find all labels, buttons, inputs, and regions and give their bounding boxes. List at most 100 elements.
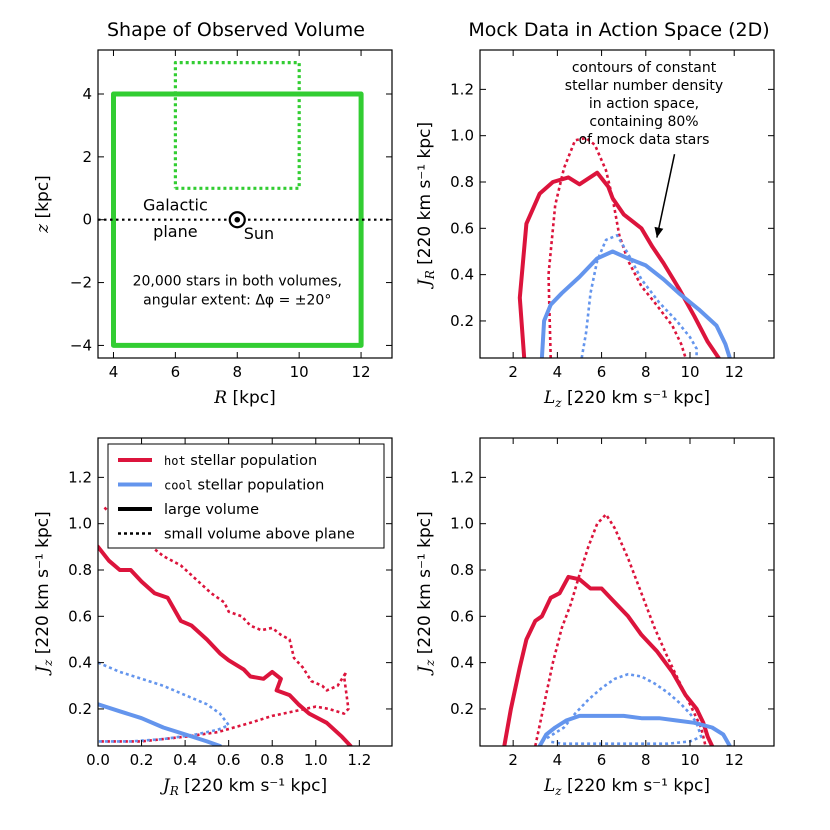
x-tick-label: 1.0 <box>304 751 328 769</box>
series-hot-large <box>98 544 353 746</box>
axes-frame <box>479 437 775 747</box>
axes-frame <box>97 49 393 359</box>
y-tick-label: 0.2 <box>68 700 92 718</box>
x-axis-label: R [kpc] <box>213 388 275 408</box>
series-large-volume <box>111 91 364 348</box>
axes-frame <box>97 437 393 747</box>
y-tick-label: 0.4 <box>68 654 92 672</box>
legend: hot stellar population cool stellar popul… <box>107 443 385 549</box>
plot-area <box>502 513 732 746</box>
y-tick-label: 0.8 <box>68 561 92 579</box>
annotation-text: 20,000 stars in both volumes, <box>133 274 342 290</box>
series-cool-small <box>580 234 698 358</box>
series-cool-large <box>539 249 732 358</box>
y-tick-label: 0.4 <box>450 266 474 284</box>
legend-label: small volume above plane <box>164 527 355 543</box>
plot-area <box>517 136 732 358</box>
title-shape-of-observed-volume: Shape of Observed Volume <box>107 19 365 41</box>
x-tick-label: 6 <box>597 363 607 381</box>
x-tick-label: 6 <box>597 751 607 769</box>
y-tick-label: 0.6 <box>450 607 474 625</box>
y-tick-label: 1.0 <box>68 515 92 533</box>
series-hot-small <box>534 513 707 746</box>
sun-center-dot <box>234 216 241 223</box>
x-tick-label: 4 <box>109 363 119 381</box>
x-tick-label: 8 <box>641 363 651 381</box>
y-tick-label: 0.6 <box>68 607 92 625</box>
y-tick-label: 1.2 <box>450 80 474 98</box>
plot-area <box>98 506 353 746</box>
series-hot-small <box>98 506 350 743</box>
legend-label: cool stellar population <box>164 478 324 494</box>
y-tick-label: 1.2 <box>68 468 92 486</box>
x-tick-label: 0.6 <box>217 751 241 769</box>
y-tick-label: 0.2 <box>450 312 474 330</box>
y-tick-label: 0.2 <box>450 700 474 718</box>
panel-jz-vs-jr: 0.0 0.2 0.4 0.6 0.8 1.0 1.2 0.2 0.4 0.6 0.8 1.0 1.2 J… <box>33 437 393 798</box>
annotation-text: plane <box>153 222 197 241</box>
x-axis-label: Lz [220 km s⁻¹ kpc] <box>543 776 710 798</box>
y-tick-label: 1.2 <box>450 468 474 486</box>
y-axis-label: Jz [220 km s⁻¹ kpc] <box>415 511 437 676</box>
x-tick-label: 6 <box>171 363 181 381</box>
y-axis-label: JR [220 km s⁻¹ kpc] <box>415 122 437 289</box>
annotation-text: angular extent: Δφ = ±20° <box>143 293 331 309</box>
y-tick-label: 0.8 <box>450 173 474 191</box>
x-tick-label: 1.2 <box>347 751 371 769</box>
x-tick-label: 4 <box>553 363 563 381</box>
legend-label: large volume <box>164 502 259 518</box>
series-hot-large <box>502 574 715 746</box>
y-tick-label: 0.6 <box>450 219 474 237</box>
y-tick-label: 2 <box>82 148 92 166</box>
x-axis-label: JR [220 km s⁻¹ kpc] <box>160 776 327 798</box>
series-cool-large <box>537 713 732 746</box>
series-small-volume-above-plane <box>173 60 301 190</box>
title-mock-data-action-space: Mock Data in Action Space (2D) <box>468 19 769 41</box>
legend-label: hot stellar population <box>164 453 317 469</box>
y-tick-label: −4 <box>70 336 92 354</box>
series-cool-small <box>541 672 703 746</box>
contour-annotation-line: stellar number density <box>565 78 723 94</box>
series-hot-small <box>547 136 687 358</box>
plot-area <box>98 60 392 348</box>
x-tick-label: 0.2 <box>130 751 154 769</box>
contour-annotation-line: of mock data stars <box>579 132 710 148</box>
y-tick-label: 4 <box>82 85 92 103</box>
annotation-text: Sun <box>244 224 274 243</box>
series-cool-small <box>98 661 230 743</box>
x-tick-label: 2 <box>508 363 518 381</box>
annotation-arrow-shaft <box>656 154 676 238</box>
x-tick-label: 12 <box>725 363 744 381</box>
contour-annotation-line: containing 80% <box>589 114 698 130</box>
contour-annotation-line: contours of constant <box>572 60 717 76</box>
legend-box <box>107 443 385 549</box>
y-axis-label: Jz [220 km s⁻¹ kpc] <box>33 511 55 676</box>
x-tick-label: 8 <box>641 751 651 769</box>
panel-jr-vs-lz: 2 4 6 8 10 12 0.2 0.4 0.6 0.8 1.0 1.2 Lz [220 km s⁻¹… <box>415 49 775 410</box>
x-tick-label: 4 <box>553 751 563 769</box>
annotation-text: Galactic <box>143 195 208 214</box>
y-tick-label: −2 <box>70 274 92 292</box>
y-tick-label: 1.0 <box>450 127 474 145</box>
x-tick-label: 8 <box>232 363 242 381</box>
x-tick-label: 10 <box>680 751 699 769</box>
y-tick-label: 0.4 <box>450 654 474 672</box>
annotation-arrow-head-icon <box>654 226 664 238</box>
x-tick-label: 10 <box>680 363 699 381</box>
x-tick-label: 12 <box>725 751 744 769</box>
y-tick-label: 0.8 <box>450 561 474 579</box>
y-tick-label: 1.0 <box>450 515 474 533</box>
x-tick-label: 10 <box>290 363 309 381</box>
x-tick-label: 0.0 <box>86 751 110 769</box>
x-axis-label: Lz [220 km s⁻¹ kpc] <box>543 388 710 410</box>
contour-annotation-line: in action space, <box>589 96 699 112</box>
series-cool-large <box>98 702 222 746</box>
x-tick-label: 0.8 <box>260 751 284 769</box>
y-tick-label: 0 <box>82 211 92 229</box>
x-tick-label: 2 <box>508 751 518 769</box>
x-tick-label: 12 <box>352 363 371 381</box>
panel-shape-of-observed-volume: 4 6 8 10 12 −4 −2 0 2 4 R [kpc] z [kpc] Galactic plan… <box>33 49 393 408</box>
axes-frame <box>479 49 775 359</box>
panel-jz-vs-lz: 2 4 6 8 10 12 0.2 0.4 0.6 0.8 1.0 1.2 Lz [220 km s⁻¹… <box>415 437 775 798</box>
